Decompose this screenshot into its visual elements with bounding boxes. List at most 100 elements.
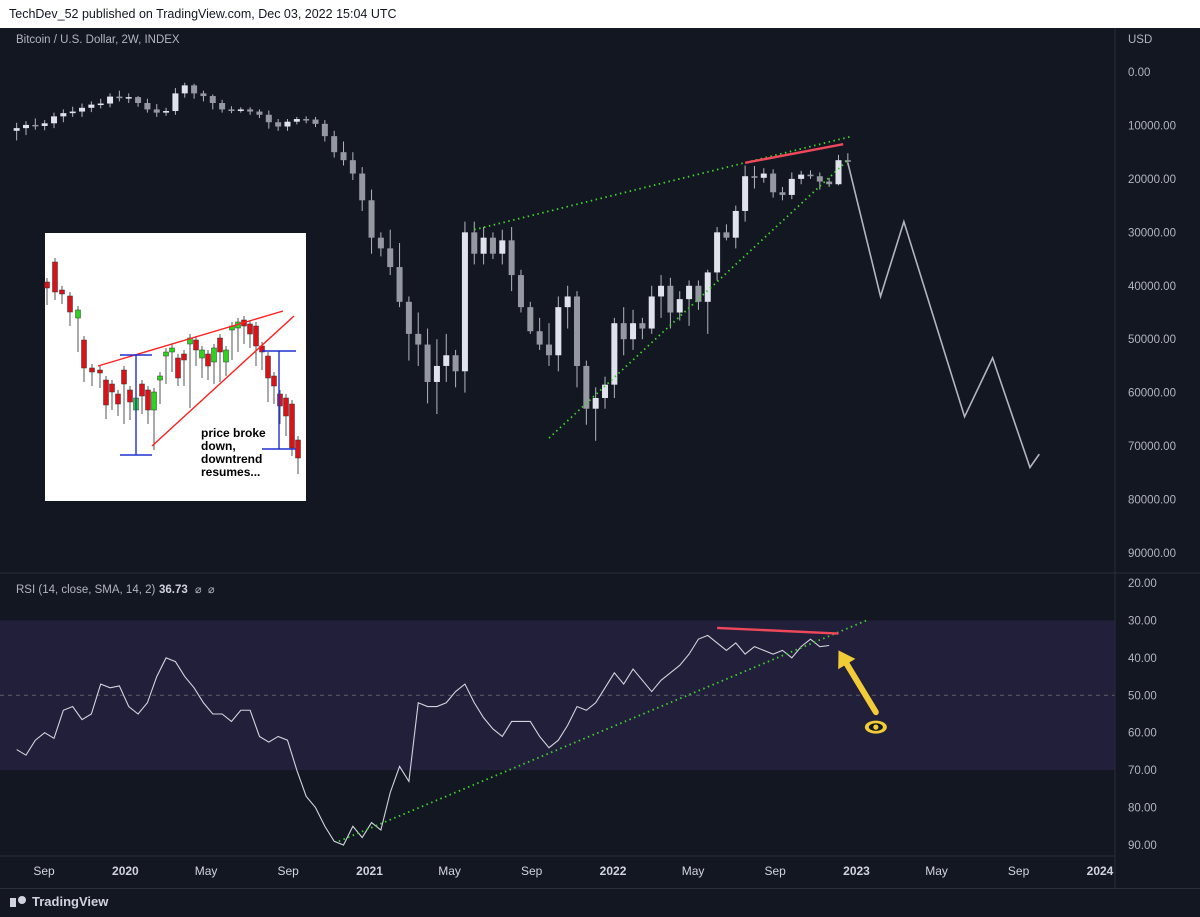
inset-wedge-upper (97, 310, 284, 367)
candle-body (443, 355, 450, 366)
candle (69, 106, 76, 117)
candle-body (723, 232, 730, 238)
candle (349, 152, 356, 180)
price-trendlines[interactable] (474, 135, 853, 439)
candle (527, 301, 534, 334)
inset-candle-body (289, 403, 295, 449)
inset-candle-body (115, 393, 121, 405)
price-tick-label: 80000.00 (1128, 495, 1176, 507)
inset-candle (253, 322, 259, 366)
candle-body (293, 119, 300, 122)
candle (555, 296, 562, 372)
hidden-eye-icon[interactable]: ⌀ (208, 584, 215, 596)
inset-candle (157, 372, 163, 404)
rsi-tick-label: 80.00 (1128, 803, 1157, 815)
rsi-axis[interactable]: 20.00 30.00 40.00 50.00 60.00 70.00 80.00 90.00 (1128, 578, 1157, 852)
rsi-trendlines[interactable] (338, 619, 867, 843)
candle-body (69, 111, 76, 114)
price-axis[interactable]: 0.00 10000.00 20000.00 30000.00 40000.00 5000… (1128, 67, 1176, 560)
candle (564, 285, 571, 329)
yellow-arrow[interactable] (838, 650, 879, 716)
inset-candle (139, 380, 145, 414)
candle (312, 116, 319, 128)
candle-body (247, 109, 254, 112)
price-tick-label: 60000.00 (1128, 388, 1176, 400)
candle-body (648, 296, 655, 329)
candle-body (340, 152, 347, 161)
price-tick-label: 0.00 (1128, 67, 1150, 79)
candle (293, 116, 300, 125)
candle (247, 107, 254, 115)
candle (714, 226, 721, 281)
candle-body (433, 365, 440, 382)
candle (228, 106, 235, 114)
candle-body (265, 114, 272, 123)
inset-candle (271, 372, 277, 404)
inset-candle-body (205, 353, 211, 367)
candle (686, 280, 693, 326)
candle (611, 317, 618, 399)
candle-body (256, 111, 263, 115)
arrow-shaft (843, 661, 879, 716)
candle-body (116, 96, 123, 99)
candle (779, 186, 786, 201)
inset-candle-body (223, 349, 229, 363)
candle-body (676, 299, 683, 313)
rising-wedge-inset: price broke down, downtrend resumes... (44, 233, 306, 501)
candle (704, 269, 711, 334)
candle-body (770, 173, 777, 193)
rsi-pane-title: RSI (14, close, SMA, 14, 2) (16, 584, 156, 596)
candle (667, 277, 674, 329)
candle (583, 360, 590, 425)
tradingview-logo[interactable]: TradingView (10, 894, 108, 909)
candle (181, 82, 188, 98)
candle (237, 107, 244, 113)
candle-body (125, 97, 132, 99)
candle (359, 167, 366, 211)
candle (209, 94, 216, 110)
candle (480, 226, 487, 265)
candle-body (760, 173, 767, 178)
candle-body (60, 113, 67, 117)
candle (60, 109, 67, 123)
time-tick-label: 2022 (600, 864, 627, 878)
inset-wedge-lower (151, 315, 295, 447)
candle (545, 323, 552, 366)
candle-body (228, 109, 235, 112)
candle (41, 120, 48, 131)
candle (695, 280, 702, 310)
candle (723, 224, 730, 241)
inset-candle (181, 350, 187, 386)
time-tick-label: Sep (764, 864, 786, 878)
inset-candle (151, 388, 157, 450)
candle-body (424, 344, 431, 382)
hidden-eye-icon[interactable]: ⌀ (195, 584, 202, 596)
inset-candle-body (89, 367, 95, 373)
rsi-tick-label: 40.00 (1128, 653, 1157, 665)
candle (489, 232, 496, 260)
candle-body (200, 93, 207, 97)
candle-body (79, 107, 86, 112)
candle (321, 120, 328, 142)
inset-candle (103, 376, 109, 419)
candle-body (742, 176, 749, 211)
inset-annotation-line: downtrend (201, 452, 262, 466)
chart-canvas[interactable]: 0.00 10000.00 20000.00 30000.00 40000.00 5000… (0, 28, 1200, 888)
candle (79, 103, 86, 117)
candle (265, 110, 272, 129)
rsi-tick-label: 30.00 (1128, 615, 1157, 627)
candle (499, 229, 506, 265)
eye-pupil (873, 724, 879, 730)
candle (620, 307, 627, 356)
candle-body (331, 136, 338, 153)
inset-candle (193, 336, 199, 366)
time-tick-label: May (195, 864, 218, 878)
candle-body (51, 116, 58, 124)
candle (153, 104, 160, 117)
candle (22, 121, 29, 136)
candle-body (564, 296, 571, 308)
inset-candle-body (75, 309, 81, 319)
time-axis[interactable]: Sep 2020 May Sep 2021 May Sep 2022 May Sep 2023 May… (33, 864, 1113, 878)
candle (396, 243, 403, 308)
candle (639, 317, 646, 340)
